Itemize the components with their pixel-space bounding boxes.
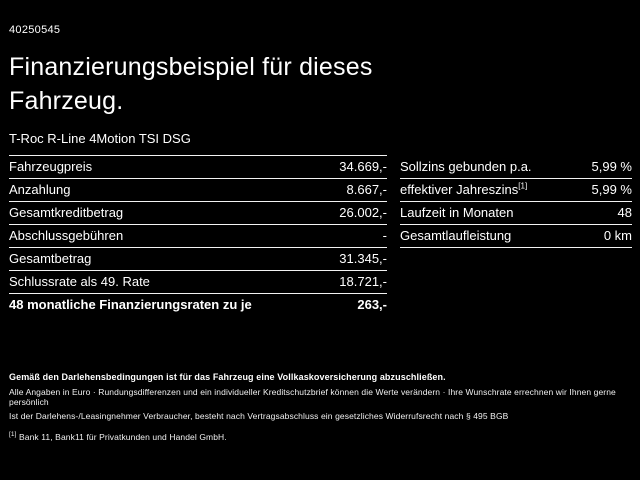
- table-row: Schlussrate als 49. Rate 18.721,-: [9, 271, 387, 294]
- table-row: Gesamtkreditbetrag 26.002,-: [9, 202, 387, 225]
- row-label: Gesamtlaufleistung: [400, 228, 512, 243]
- row-value: 263,-: [357, 297, 387, 312]
- row-label: Fahrzeugpreis: [9, 159, 93, 174]
- row-label: Gesamtkreditbetrag: [9, 205, 124, 220]
- legal-footer: Gemäß den Darlehensbedingungen ist für d…: [9, 372, 632, 445]
- footer-bank-footnote: [1] Bank 11, Bank11 für Privatkunden und…: [9, 430, 632, 442]
- row-label: 48 monatliche Finanzierungsraten zu je: [9, 297, 252, 312]
- right-column: Sollzins gebunden p.a. 5,99 % effektiver…: [400, 156, 632, 316]
- row-value: 26.002,-: [339, 205, 387, 220]
- row-value: 0 km: [603, 228, 632, 243]
- row-label: Abschlussgebühren: [9, 228, 124, 243]
- footer-disclaimer-2: Ist der Darlehens-/Leasingnehmer Verbrau…: [9, 410, 509, 421]
- table-row-monthly-rate: 48 monatliche Finanzierungsraten zu je 2…: [9, 294, 387, 316]
- footer-insurance-note: Gemäß den Darlehensbedingungen ist für d…: [9, 372, 446, 382]
- footnote-text: Bank 11, Bank11 für Privatkunden und Han…: [19, 431, 227, 442]
- row-value: 5,99 %: [591, 159, 632, 174]
- table-row: effektiver Jahreszins[1] 5,99 %: [400, 179, 632, 202]
- footer-disclaimer-1: Alle Angaben in Euro · Rundungsdifferenz…: [9, 387, 616, 407]
- vehicle-model: T-Roc R-Line 4Motion TSI DSG: [9, 130, 191, 146]
- left-column: T-Roc R-Line 4Motion TSI DSG Fahrzeugpre…: [9, 119, 387, 316]
- row-value: 31.345,-: [339, 251, 387, 266]
- financing-table: Fahrzeugpreis 34.669,- Anzahlung 8.667,-…: [9, 154, 387, 316]
- row-value: 5,99 %: [591, 182, 632, 197]
- page-title: Finanzierungsbeispiel für dieses Fahrzeu…: [9, 53, 373, 115]
- content-columns: T-Roc R-Line 4Motion TSI DSG Fahrzeugpre…: [9, 119, 632, 316]
- table-row: Fahrzeugpreis 34.669,-: [9, 156, 387, 179]
- table-row: Anzahlung 8.667,-: [9, 179, 387, 202]
- row-label: Laufzeit in Monaten: [400, 205, 514, 220]
- footnote-marker: [1]: [518, 181, 528, 191]
- row-label: Schlussrate als 49. Rate: [9, 274, 150, 289]
- table-row: Laufzeit in Monaten 48: [400, 202, 632, 225]
- table-row: Gesamtbetrag 31.345,-: [9, 248, 387, 271]
- table-row: Gesamtlaufleistung 0 km: [400, 225, 632, 248]
- row-label: Sollzins gebunden p.a.: [400, 159, 532, 174]
- row-value: -: [382, 228, 387, 243]
- row-label-text: effektiver Jahreszins: [400, 182, 519, 197]
- row-label: Gesamtbetrag: [9, 251, 92, 266]
- footnote-marker: [1]: [9, 430, 17, 438]
- row-value: 18.721,-: [339, 274, 387, 289]
- row-value: 34.669,-: [339, 159, 387, 174]
- row-value: 48: [617, 205, 632, 220]
- conditions-table: Sollzins gebunden p.a. 5,99 % effektiver…: [400, 156, 632, 248]
- document-id: 40250545: [9, 24, 61, 36]
- row-label: Anzahlung: [9, 182, 71, 197]
- table-row: Sollzins gebunden p.a. 5,99 %: [400, 156, 632, 179]
- row-label: effektiver Jahreszins[1]: [400, 182, 527, 197]
- row-value: 8.667,-: [346, 182, 387, 197]
- table-row: Abschlussgebühren -: [9, 225, 387, 248]
